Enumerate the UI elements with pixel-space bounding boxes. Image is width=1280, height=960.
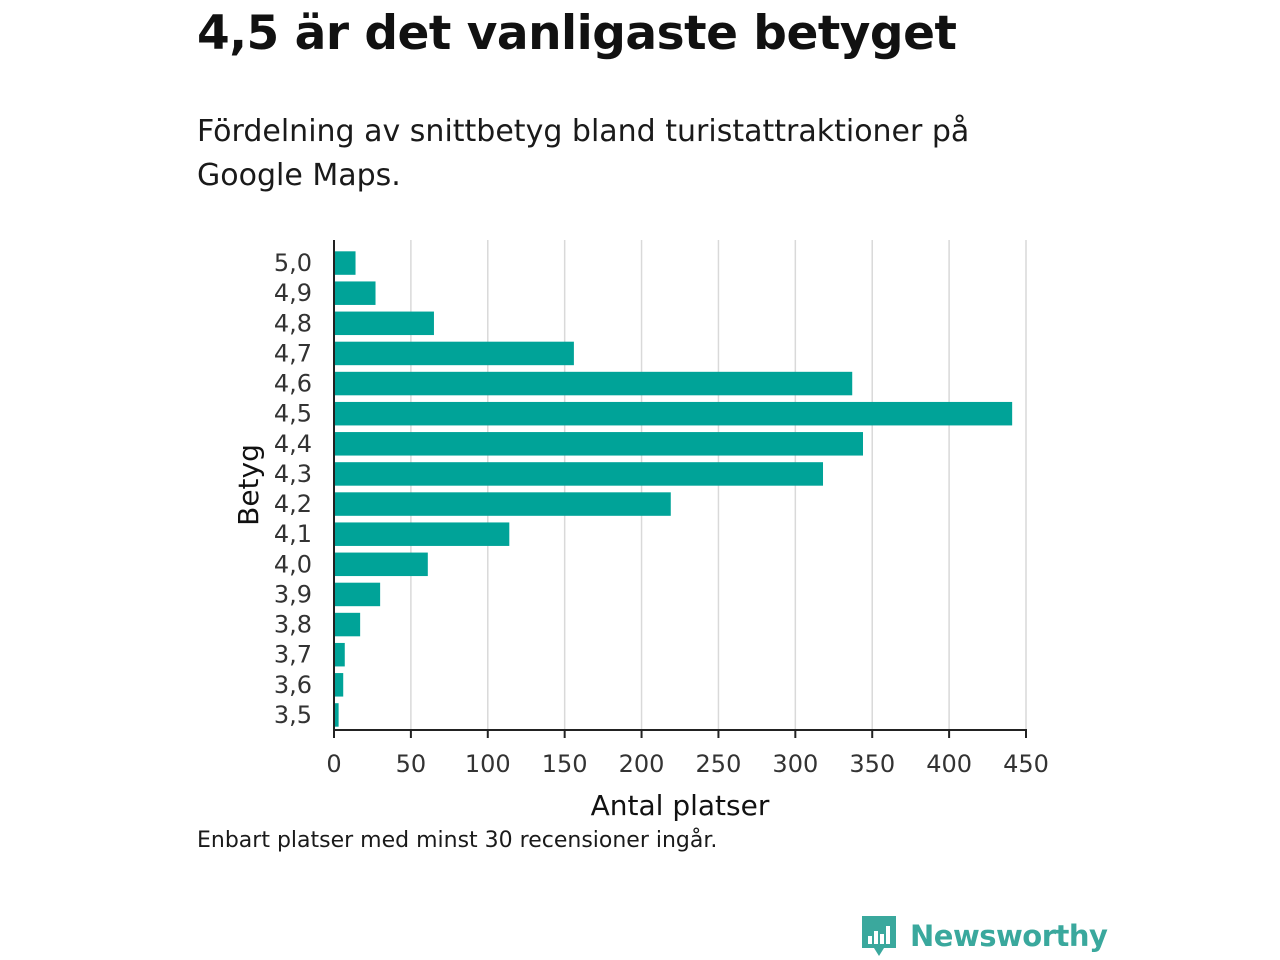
y-tick-label: 4,3 [274,460,312,488]
bar-chart-logo-icon [862,916,896,956]
x-tick-label: 150 [542,750,588,778]
y-tick-label: 4,8 [274,309,312,337]
footnote: Enbart platser med minst 30 recensioner … [197,828,718,853]
y-tick-label: 3,8 [274,611,312,639]
bar [334,401,1013,426]
y-tick-label: 4,0 [274,550,312,578]
bar [334,251,356,275]
y-tick-label: 4,4 [274,430,312,458]
y-tick-label: 3,9 [274,580,312,608]
y-tick-label: 4,7 [274,339,312,367]
y-tick-label: 4,2 [274,490,312,518]
y-tick-label: 4,6 [274,370,312,398]
bar [334,522,510,546]
bar [334,462,824,486]
chart-title: 4,5 är det vanligaste betyget [197,6,957,61]
x-tick-label: 100 [465,750,511,778]
bar [334,642,345,667]
bar [334,612,361,637]
brand-name: Newsworthy [910,919,1108,953]
y-tick-label: 4,9 [274,279,312,307]
x-tick-label: 50 [396,750,427,778]
bar [334,432,863,456]
bar [334,703,339,727]
y-tick-label: 4,5 [274,400,312,428]
chart-subtitle: Fördelning av snittbetyg bland turistatt… [197,114,970,193]
y-tick-label: 5,0 [274,249,312,277]
bar [334,552,428,577]
x-tick-label: 300 [772,750,818,778]
x-tick-label: 250 [696,750,742,778]
bar [334,371,853,396]
y-tick-label: 3,7 [274,641,312,669]
x-axis-label: Antal platser [591,789,770,822]
x-tick-label: 400 [926,750,972,778]
x-tick-label: 350 [849,750,895,778]
bar [334,281,376,305]
x-tick-label: 0 [326,750,341,778]
bar [334,341,574,366]
y-tick-label: 4,1 [274,520,312,548]
bar [334,673,344,697]
bar [334,311,434,336]
y-axis-label: Betyg [232,444,265,526]
brand-logo: Newsworthy [860,914,1108,958]
x-tick-label: 200 [619,750,665,778]
y-tick-label: 3,6 [274,671,312,699]
bar [334,492,671,516]
y-tick-label: 3,5 [274,701,312,729]
x-tick-label: 450 [1003,750,1049,778]
bar [334,582,381,607]
